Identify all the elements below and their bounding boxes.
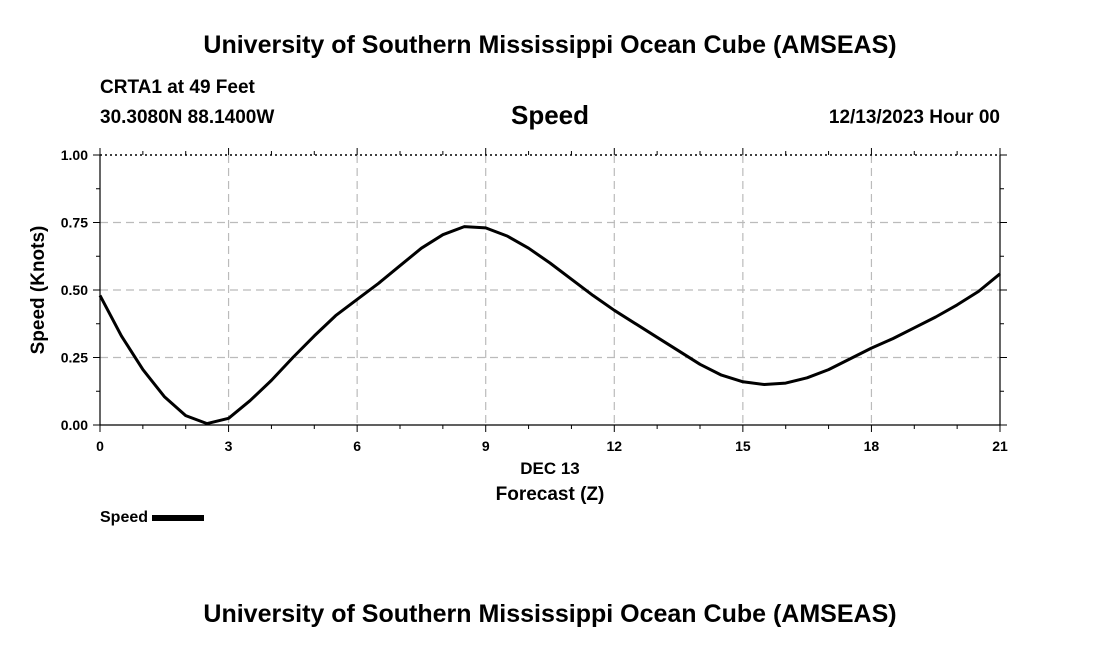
x-tick-label: 15: [735, 438, 751, 454]
axis-layer: [93, 148, 1007, 432]
x-tick-label: 9: [482, 438, 490, 454]
page-title: University of Southern Mississippi Ocean…: [203, 31, 897, 59]
legend-label: Speed: [100, 509, 149, 526]
speed-line: [98, 225, 1001, 426]
chart-title: Speed: [510, 100, 590, 130]
x-tick-label: 0: [96, 438, 104, 454]
label-layer: 0 3 6 9 12 15 18 21 0.00 0.25 0.50 0.75 1.00 DEC 13 Fo…: [28, 147, 1008, 505]
series-layer: [98, 225, 1001, 426]
y-tick-label: 0.75: [61, 215, 88, 231]
x-axis-label: Forecast (Z): [496, 484, 605, 505]
x-tick-label: 21: [992, 438, 1008, 454]
y-tick-label: 1.00: [61, 147, 88, 163]
legend: Speed: [100, 509, 205, 527]
x-tick-label: 3: [225, 438, 233, 454]
x-tick-label: 18: [864, 438, 880, 454]
y-tick-label: 0.00: [61, 417, 88, 433]
forecast-datetime: 12/13/2023 Hour 00: [828, 107, 1000, 128]
x-axis-sublabel: DEC 13: [520, 459, 580, 478]
y-axis-label: Speed (Knots): [28, 226, 49, 355]
coordinates-label: 30.3080N 88.1400W: [100, 107, 275, 128]
grid-layer: [100, 155, 1000, 425]
y-tick-label: 0.25: [61, 350, 88, 366]
legend-line-swatch: [152, 514, 205, 521]
y-tick-label: 0.50: [61, 282, 88, 298]
station-label: CRTA1 at 49 Feet: [100, 77, 255, 98]
x-tick-label: 12: [606, 438, 622, 454]
x-tick-label: 6: [353, 438, 361, 454]
footer-title: University of Southern Mississippi Ocean…: [203, 600, 897, 628]
